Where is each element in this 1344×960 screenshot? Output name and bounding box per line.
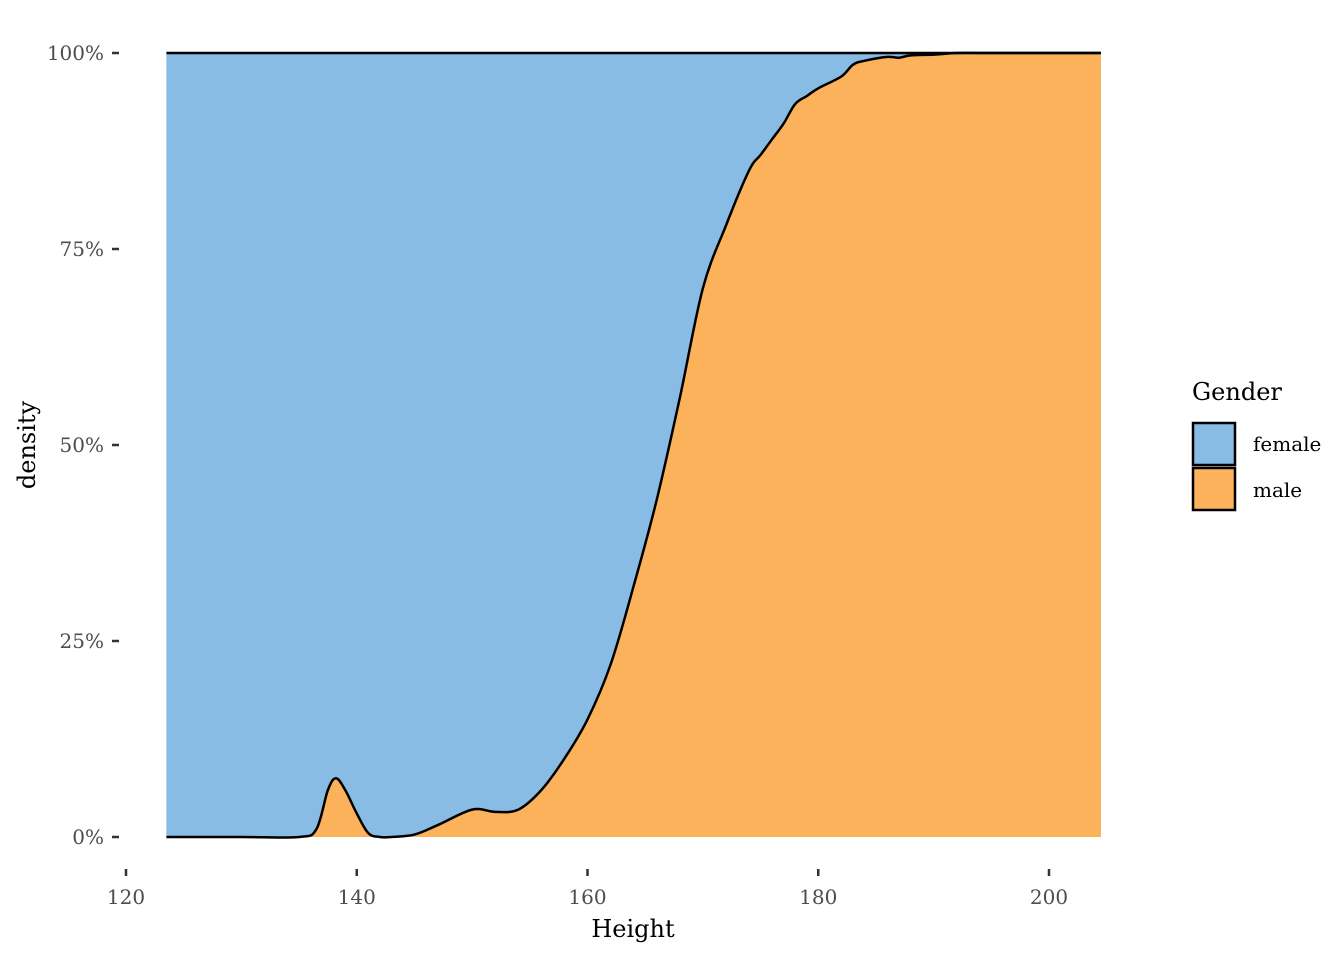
y-tick-label: 50% <box>60 433 104 457</box>
x-axis: 120 140 160 180 200 <box>107 869 1068 909</box>
x-tick-label: 160 <box>568 885 606 909</box>
y-tick-label: 25% <box>60 629 104 653</box>
x-tick-label: 180 <box>799 885 837 909</box>
legend-key-male <box>1191 466 1237 512</box>
plot-area <box>166 51 1101 839</box>
area-male <box>166 52 1101 838</box>
x-tick-label: 200 <box>1030 885 1068 909</box>
y-tick-label: 100% <box>47 41 104 65</box>
x-tick-label: 140 <box>338 885 376 909</box>
y-axis: 0% 25% 50% 75% 100% <box>47 41 119 849</box>
boundary-line <box>166 51 1101 839</box>
y-tick-label: 75% <box>60 237 104 261</box>
y-axis-title: density <box>13 400 41 489</box>
x-tick-label: 120 <box>107 885 145 909</box>
legend-label-female: female <box>1253 432 1321 456</box>
y-tick-label: 0% <box>72 825 104 849</box>
legend: Gender female male <box>1191 378 1321 512</box>
legend-key-female <box>1191 421 1237 467</box>
x-axis-title: Height <box>591 915 675 943</box>
legend-title: Gender <box>1192 378 1282 406</box>
legend-label-male: male <box>1253 478 1302 502</box>
